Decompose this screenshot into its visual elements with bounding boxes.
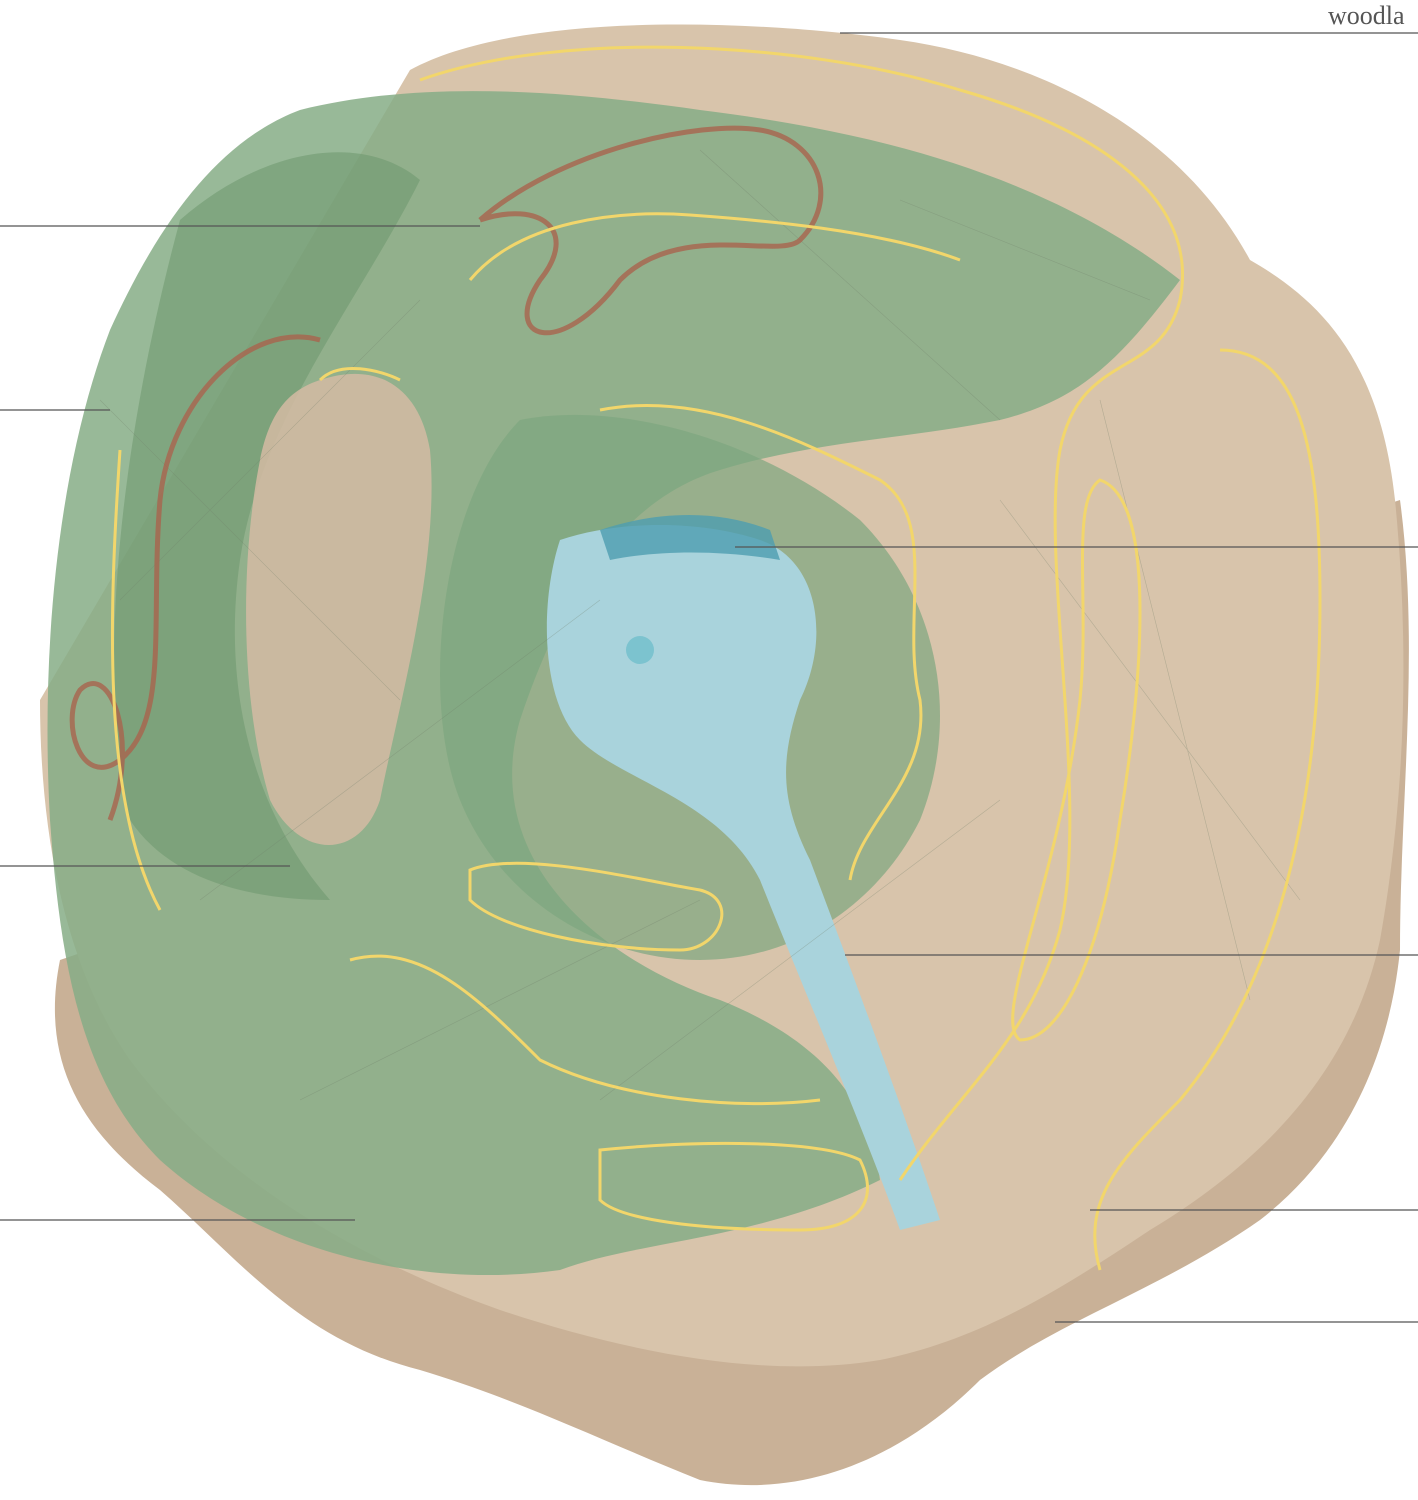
water-post [626,636,654,664]
label: woodla [1328,1,1405,30]
terrain-green-dark [114,152,421,900]
contour-line [419,45,1184,1181]
contours [110,45,1322,1271]
contour-line [468,212,961,281]
trail [69,334,321,821]
mesh-lines [99,149,1301,1101]
water [546,525,940,1230]
terrain-island [246,373,432,845]
mesh-line [99,149,1301,1101]
contour-line [599,403,923,881]
trail [478,125,824,336]
contour-line [1011,478,1142,1042]
contour-line [468,861,724,952]
contour-line [349,954,821,1106]
contour-line [1093,348,1322,1271]
contour-line [598,1141,869,1232]
water-edge [600,515,780,560]
contour-line [110,366,401,911]
